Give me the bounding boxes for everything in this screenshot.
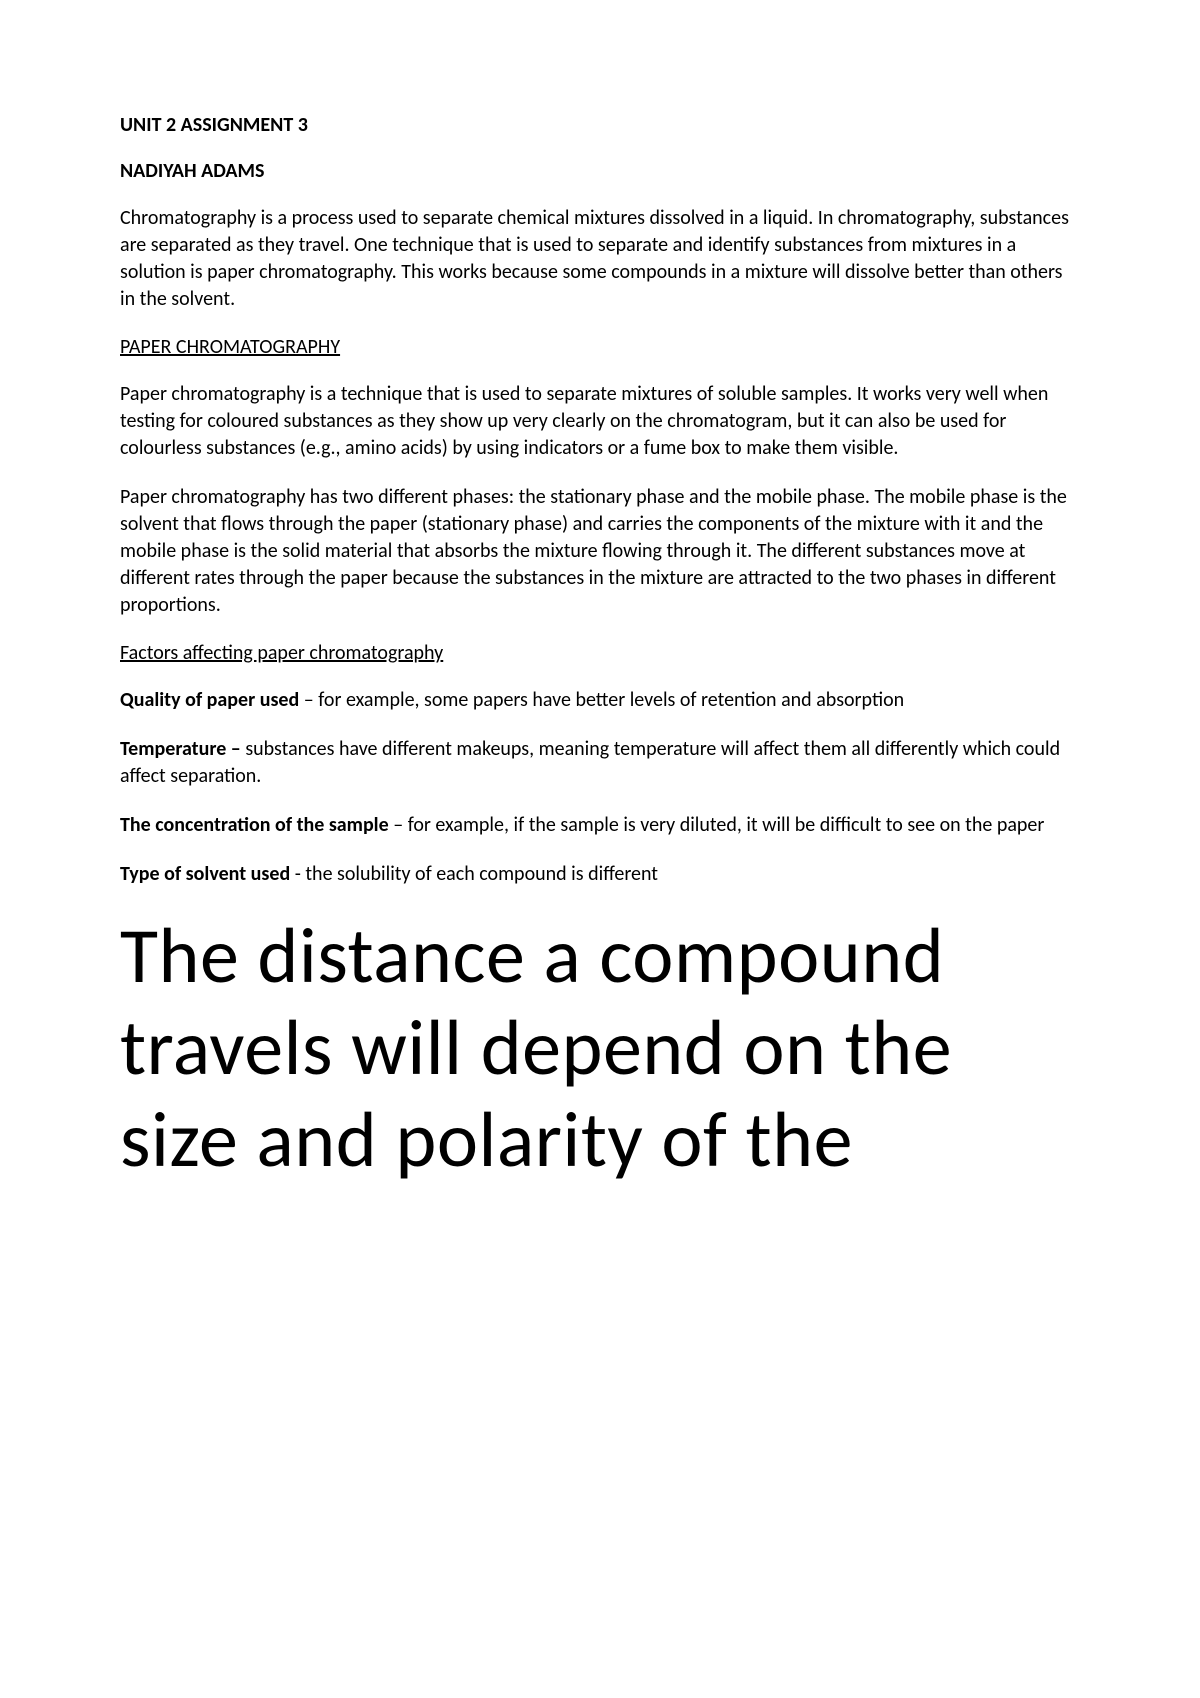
factor-label: Quality of paper used [120,688,299,712]
factor-label: Type of solvent used [120,862,290,886]
author-name: NADIYAH ADAMS [120,159,1080,183]
large-callout-text: The distance a compound travels will dep… [120,910,1080,1186]
section1-paragraph-2: Paper chromatography has two different p… [120,484,1080,619]
factors-heading: Factors affecting paper chromatography [120,641,1080,665]
section1-paragraph-1: Paper chromatography is a technique that… [120,381,1080,462]
section-heading-paper-chromatography: PAPER CHROMATOGRAPHY [120,335,1080,359]
factor-sep: – [299,688,318,712]
factor-label: The concentration of the sample [120,813,389,837]
factor-text: for example, some papers have better lev… [318,688,904,712]
intro-paragraph: Chromatography is a process used to sepa… [120,205,1080,313]
factor-item: Type of solvent used - the solubility of… [120,861,1080,888]
factor-sep: - [290,862,305,886]
document-title: UNIT 2 ASSIGNMENT 3 [120,113,1080,137]
factor-text: substances have different makeups, meani… [120,737,1060,788]
factor-item: The concentration of the sample – for ex… [120,812,1080,839]
factor-text: for example, if the sample is very dilut… [408,813,1045,837]
factor-sep: – [389,813,408,837]
factor-item: Quality of paper used – for example, som… [120,687,1080,714]
factor-text: the solubility of each compound is diffe… [305,862,658,886]
factor-item: Temperature – substances have different … [120,736,1080,790]
factor-label: Temperature – [120,737,241,761]
